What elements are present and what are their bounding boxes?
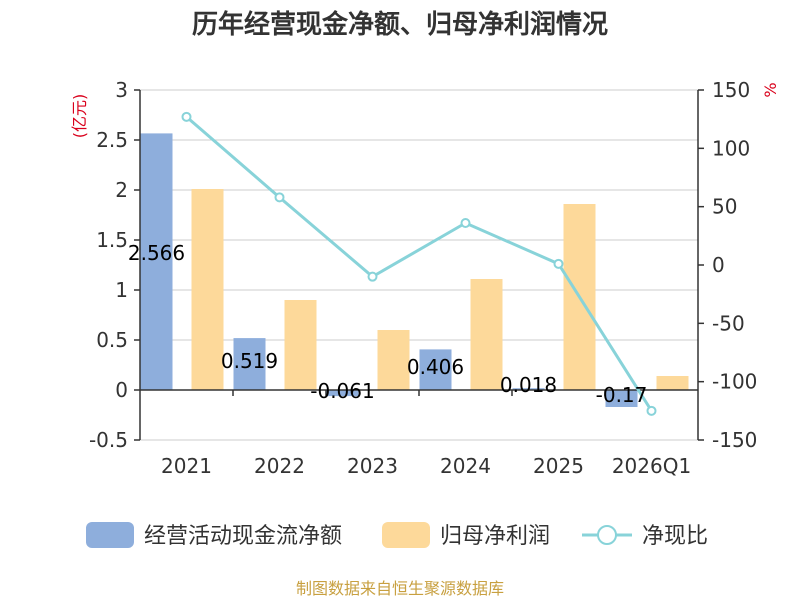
left-tick-label-4: 1 <box>115 278 128 302</box>
zero-baseline <box>140 389 698 396</box>
bar-labels: 2.566 0.519 -0.061 0.406 0.018 -0.17 <box>128 241 648 407</box>
bar-net-profit-2022 <box>284 300 317 390</box>
left-tick-label-2: 2 <box>115 178 128 202</box>
bar-label-2023: -0.061 <box>310 379 374 403</box>
bar-cash-flow-2025 <box>512 388 545 390</box>
legend-label-net-profit: 归母净利润 <box>440 524 550 549</box>
left-tick-label-1: 2.5 <box>96 128 128 152</box>
ratio-point-2026Q1 <box>646 405 657 416</box>
right-axis-unit: % <box>761 82 780 97</box>
bar-net-profit-2024 <box>470 279 503 390</box>
bar-label-2025: 0.018 <box>500 373 557 397</box>
chart-title: 历年经营现金净额、归母净利润情况 <box>192 9 608 40</box>
bars <box>140 133 689 407</box>
ratio-point-2025 <box>553 258 564 269</box>
legend-swatch-cash-flow <box>86 522 134 548</box>
bar-label-2024: 0.406 <box>407 355 464 379</box>
right-tick-label-0: 150 <box>712 78 750 102</box>
x-tick-label-2026Q1: 2026Q1 <box>612 454 691 478</box>
x-tick-label-2024: 2024 <box>440 454 491 478</box>
x-tick-label-2023: 2023 <box>347 454 398 478</box>
bar-cash-flow-2023 <box>326 390 359 397</box>
left-tick-label-7: -0.5 <box>89 428 128 452</box>
x-tick-label-2025: 2025 <box>533 454 584 478</box>
x-axis-ticks: 2021 2022 2023 2024 2025 2026Q1 <box>161 454 691 478</box>
ratio-point-2022 <box>274 192 285 203</box>
right-tick-label-1: 100 <box>712 136 750 160</box>
legend-label-cash-flow: 经营活动现金流净额 <box>144 524 342 549</box>
x-tick-label-2021: 2021 <box>161 454 212 478</box>
right-tick-label-6: -150 <box>712 428 757 452</box>
ratio-polyline <box>185 115 653 412</box>
bar-label-2021: 2.566 <box>128 241 185 265</box>
left-tick-label-5: 0.5 <box>96 328 128 352</box>
legend-swatch-ratio-point <box>597 525 617 545</box>
ratio-point-2023 <box>367 271 378 282</box>
legend: 经营活动现金流净额 归母净利润 净现比 <box>86 522 708 549</box>
bar-net-profit-2023 <box>377 330 410 390</box>
right-tick-label-5: -100 <box>712 370 757 394</box>
legend-swatch-net-profit <box>382 522 430 548</box>
right-axis-ticks: 150 100 50 0 -50 -100 -150 <box>698 78 757 452</box>
x-tick-label-2022: 2022 <box>254 454 305 478</box>
bar-cash-flow-2022 <box>233 338 266 390</box>
left-tick-label-0: 3 <box>115 78 128 102</box>
source-note: 制图数据来自恒生聚源数据库 <box>296 579 504 598</box>
ratio-line <box>181 111 657 416</box>
right-tick-label-4: -50 <box>712 311 745 335</box>
right-tick-label-3: 0 <box>712 253 725 277</box>
bar-cash-flow-2024 <box>419 349 452 390</box>
ratio-point-2021 <box>181 111 192 122</box>
bar-label-2022: 0.519 <box>221 349 278 373</box>
bar-label-2026Q1: -0.17 <box>596 383 648 407</box>
bar-cash-flow-2021 <box>140 133 173 390</box>
left-tick-label-6: 0 <box>115 378 128 402</box>
legend-label-ratio: 净现比 <box>642 524 708 549</box>
ratio-point-2024 <box>460 218 471 228</box>
left-tick-label-3: 1.5 <box>96 228 128 252</box>
bar-net-profit-2026Q1 <box>656 376 689 390</box>
bar-net-profit-2021 <box>191 189 224 390</box>
bar-cash-flow-2026Q1 <box>605 390 638 407</box>
right-tick-label-2: 50 <box>712 195 737 219</box>
left-axis-unit: (亿元) <box>70 94 89 139</box>
left-axis-ticks: 3 2.5 2 1.5 1 0.5 0 -0.5 <box>89 78 140 452</box>
